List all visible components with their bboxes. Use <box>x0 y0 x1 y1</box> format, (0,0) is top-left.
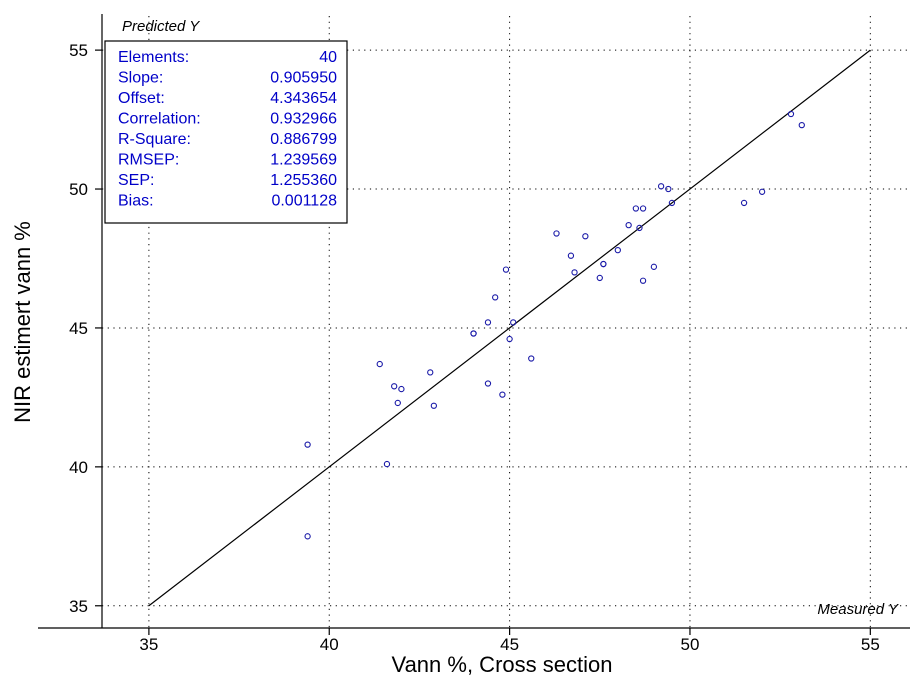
stats-label: RMSEP: <box>118 152 179 169</box>
data-point <box>636 224 643 232</box>
data-point <box>484 380 492 387</box>
data-point <box>304 441 311 448</box>
data-point <box>582 233 589 240</box>
data-point <box>376 360 383 368</box>
data-point <box>614 247 621 254</box>
data-point <box>430 402 438 409</box>
data-point <box>553 230 560 237</box>
stats-label: Offset: <box>118 90 165 107</box>
data-point <box>383 460 391 468</box>
data-point <box>510 319 517 326</box>
data-point <box>650 263 658 270</box>
y-tick-label: 50 <box>69 180 88 199</box>
stats-value: 0.886799 <box>270 131 337 148</box>
data-point <box>394 399 401 407</box>
y-tick-label: 35 <box>69 597 88 616</box>
data-point <box>391 383 398 390</box>
x-tick-label: 45 <box>500 635 519 654</box>
data-point <box>484 319 492 326</box>
stats-label: SEP: <box>118 172 154 189</box>
data-point <box>639 205 647 212</box>
y-tick-label: 40 <box>69 458 88 477</box>
x-axis-label: Vann %, Cross section <box>392 652 613 677</box>
data-point <box>567 252 575 259</box>
tick-labels: 35 40 45 50 55 35 40 45 50 55 <box>69 41 880 654</box>
data-point <box>528 355 535 362</box>
stats-value: 40 <box>319 49 337 66</box>
data-point <box>304 533 311 540</box>
data-point <box>787 110 795 118</box>
data-point <box>625 221 632 229</box>
stats-label: Slope: <box>118 70 163 87</box>
data-point <box>798 121 805 129</box>
axes <box>38 14 910 629</box>
corner-y-label: Predicted Y <box>122 18 200 35</box>
x-tick-label: 35 <box>139 635 158 654</box>
data-point <box>632 205 640 212</box>
y-tick-label: 45 <box>69 319 88 338</box>
x-tick-label: 50 <box>681 635 700 654</box>
x-tick-label: 55 <box>861 635 880 654</box>
corner-x-label: Measured Y <box>817 601 899 618</box>
data-point <box>499 391 506 398</box>
stats-box-border <box>104 40 348 224</box>
data-point <box>639 277 647 284</box>
data-point <box>427 369 434 376</box>
data-point <box>758 188 766 195</box>
data-point <box>657 183 665 190</box>
stats-label: Bias: <box>118 193 154 210</box>
x-tick-label: 40 <box>320 635 339 654</box>
data-point <box>571 269 578 276</box>
data-point <box>665 185 672 193</box>
data-points <box>304 110 805 540</box>
stats-rows: Elements: 40 Slope: 0.905950 Offset: 4.343654… <box>118 49 337 210</box>
data-point <box>470 330 477 337</box>
data-point <box>398 385 405 393</box>
data-point <box>502 266 510 273</box>
stats-value: 4.343654 <box>270 90 337 107</box>
data-point <box>506 335 513 343</box>
stats-value: 1.239569 <box>270 152 337 169</box>
stats-box: Elements: 40 Slope: 0.905950 Offset: 4.343654… <box>104 40 348 224</box>
stats-value: 0.932966 <box>270 111 337 128</box>
stats-value: 0.905950 <box>270 70 337 87</box>
data-point <box>492 294 499 301</box>
stats-label: R-Square: <box>118 131 191 148</box>
y-axis-label: NIR estimert vann % <box>10 221 35 423</box>
y-tick-label: 55 <box>69 41 88 60</box>
data-point <box>600 260 607 268</box>
stats-value: 0.001128 <box>271 193 337 210</box>
stats-label: Elements: <box>118 49 189 66</box>
data-point <box>596 274 603 282</box>
grid <box>102 16 910 628</box>
stats-value: 1.255360 <box>270 172 337 189</box>
fit-line <box>148 49 871 607</box>
stats-label: Correlation: <box>118 111 201 128</box>
data-point <box>668 199 676 207</box>
data-point <box>740 199 748 207</box>
